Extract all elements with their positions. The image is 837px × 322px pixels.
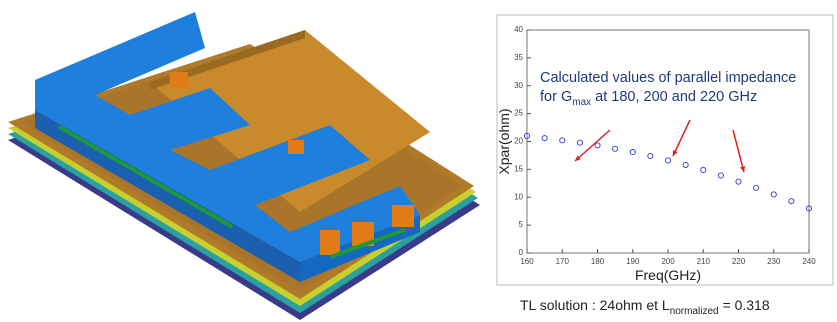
caption: TL solution : 24ohm et Lnormalized = 0.3… [520,297,770,317]
annotation-text: for G [540,89,572,105]
point [541,135,548,142]
x-tick-label: 200 [661,257,675,266]
point [682,161,689,168]
annotation-sub: max [572,97,591,108]
x-tick-label: 160 [520,257,534,266]
point [559,137,566,144]
point [594,142,601,149]
arrow-head [740,166,746,172]
annotation-text: at 180, 200 and 220 GHz [591,89,757,105]
x-tick-label: 180 [591,257,605,266]
y-tick-label: 10 [514,192,523,201]
y-tick-label: 25 [514,109,523,118]
chip-render [8,12,480,320]
x-tick-label: 240 [802,257,816,266]
point [664,157,672,164]
point [805,205,813,212]
point [735,178,742,185]
chart: 0 5 10 15 20 25 30 35 40 160 170 180 190 200 210 220 230… [496,25,816,317]
point [753,184,760,191]
arrow [672,119,691,157]
point [576,139,583,146]
x-tick-label: 210 [697,257,711,266]
caption-sub: normalized [670,306,719,317]
y-tick-label: 0 [519,248,524,257]
x-tick-label: 230 [767,257,781,266]
arrow-head [575,155,581,161]
point [523,132,531,139]
arrow-head [672,150,678,156]
point [770,191,777,198]
caption-text: TL solution : 24ohm et L [520,297,670,313]
y-axis-label: Xpar(ohm) [496,108,512,174]
point [700,166,707,173]
x-tick-label: 220 [732,257,746,266]
annotation: for Gmax at 180, 200 and 220 GHz [540,89,757,108]
y-tick-label: 15 [514,164,523,173]
chart-panel [496,14,834,286]
y-tick-label: 35 [514,53,523,62]
point [612,145,619,152]
annotation-line: Calculated values of parallel impedance [540,70,796,86]
y-tick-label: 40 [514,25,523,34]
arrow [574,129,611,162]
annotation: Calculated values of parallel impedance [540,70,796,86]
x-tick-label: 190 [626,257,640,266]
x-axis-label: Freq(GHz) [635,267,701,283]
caption-text: = 0.318 [719,297,770,313]
point [647,152,654,160]
y-tick-label: 30 [514,81,523,90]
arrow [732,129,745,173]
x-tick-label: 170 [556,257,570,266]
point [717,172,724,179]
point [788,198,795,205]
y-tick-label: 20 [514,137,523,146]
point [629,149,636,156]
y-tick-label: 5 [519,220,524,229]
